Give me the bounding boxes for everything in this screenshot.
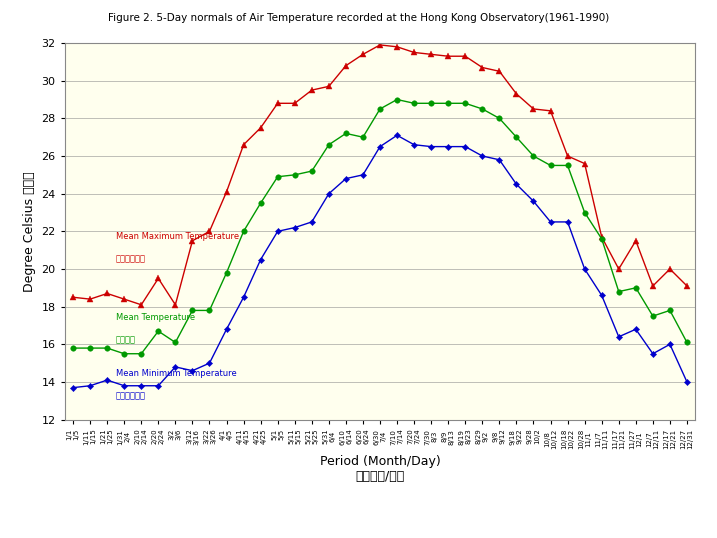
Text: Mean Maximum Temperature: Mean Maximum Temperature: [115, 232, 239, 241]
Y-axis label: Degree Celsius 攝氏度: Degree Celsius 攝氏度: [23, 171, 36, 292]
Text: Mean Temperature: Mean Temperature: [115, 313, 195, 322]
Text: 平均最高氣溫: 平均最高氣溫: [115, 254, 146, 263]
Text: Figure 2. 5-Day normals of Air Temperature recorded at the Hong Kong Observatory: Figure 2. 5-Day normals of Air Temperatu…: [108, 13, 609, 24]
Text: Mean Minimum Temperature: Mean Minimum Temperature: [115, 369, 237, 378]
Text: 平均最低氣溫: 平均最低氣溫: [115, 392, 146, 400]
X-axis label: Period (Month/Day)
期間（月/日）: Period (Month/Day) 期間（月/日）: [320, 455, 440, 483]
Text: 平均氣溫: 平均氣溫: [115, 335, 136, 344]
